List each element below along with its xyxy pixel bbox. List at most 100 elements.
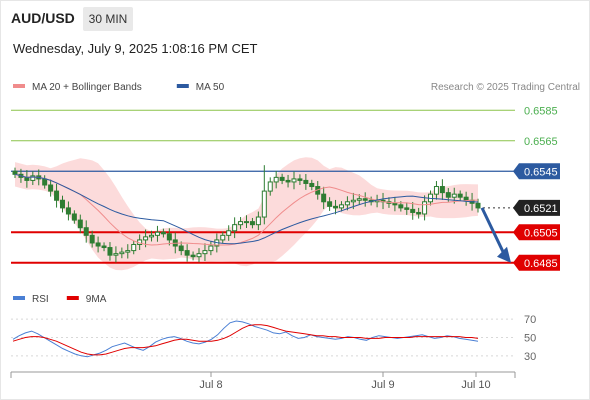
target-label-1: 0.6565 [524,136,558,148]
candle-body [410,208,416,213]
candle-body [154,231,160,236]
candle-body [226,230,232,236]
price-levels [11,109,515,264]
credit-text: Research © 2025 Trading Central [431,82,580,93]
time-axis: Jul 8 Jul 9 Jul 10 [10,371,516,391]
candle-body [101,245,107,249]
forecast-arrow-head [497,246,511,263]
candle-body [184,250,190,256]
candle-body [131,243,137,252]
support-label-5: 0.6485 [524,258,558,270]
support-tag-bg-4 [513,224,560,241]
candle-body [107,247,113,256]
candle-body [451,193,457,198]
candle-body [475,202,481,209]
last-price-label: 0.6521 [524,203,558,215]
price-legend: MA 20 + Bollinger Bands MA 50 Research © 2… [13,82,580,93]
candle-body [344,201,350,206]
candle-body [202,250,208,255]
rsi-tick-2: 30 [524,351,536,363]
forecast-arrow [480,207,511,263]
ma20-line [14,173,479,246]
price-tags: 0.6585 0.6565 0.6545 0.6521 0.6505 0.6485 [513,105,560,271]
candle-body [208,245,214,252]
pivot-tag-bg [513,163,560,180]
candle-body [255,216,261,226]
rsi-panel: RSI 9MA 70 50 30 [11,294,536,363]
candle-body [249,221,255,226]
candle-body [89,234,95,244]
rsi-legend-label-0: RSI [32,294,49,305]
candle-body [113,253,119,256]
moving-averages [14,173,479,246]
candle-body [232,224,238,232]
candle-body [333,205,339,209]
candle-body [457,193,463,198]
support-tag-bg-5 [513,254,560,271]
candle-body [267,181,273,192]
candle-body [350,199,356,203]
legend-label-1: MA 50 [196,82,225,93]
candle-body [30,175,36,181]
rsi-line [12,320,479,358]
candle-body [238,221,244,226]
legend-swatch-1 [176,84,189,88]
candle-body [463,196,469,201]
candle-body [422,201,428,215]
rsi-tick-1: 50 [524,333,536,345]
support-label-4: 0.6505 [524,227,558,239]
candle-body [149,234,155,238]
candle-body [119,251,125,255]
chart-datetime: Wednesday, July 9, 2025 1:08:16 PM CET [13,41,258,56]
candle-body [83,227,89,236]
candle-body [261,190,267,218]
candle-body [166,233,172,241]
candle-body [95,242,101,247]
candle-body [196,253,202,258]
candle-body [439,186,445,194]
candle-body [291,178,297,183]
candle-body [77,219,83,229]
target-label-0: 0.6585 [524,105,558,117]
candle-body [160,231,166,235]
candle-body [398,204,404,209]
candle-body [279,176,285,181]
candle-body [54,190,60,201]
candle-body [392,202,398,206]
rsi-tick-0: 70 [524,314,536,326]
candle-body [338,204,344,209]
candle-body [59,199,65,209]
candle-body [190,254,196,258]
candle-body [48,184,54,192]
candle-body [220,234,226,241]
legend-swatch-0 [13,84,25,88]
ma50-line [14,173,479,245]
candle-body [244,221,249,224]
candle-body [356,198,362,201]
candle-body [42,178,48,186]
candle-body [65,207,71,215]
candle-body [321,193,327,203]
time-axis-label-0: Jul 8 [199,379,222,391]
candle-body [303,179,309,184]
bollinger-bands [15,157,478,271]
time-axis-label-2: Jul 10 [461,379,490,391]
candle-body [309,182,315,188]
candle-body [71,213,77,221]
candle-body [12,170,18,175]
currency-pair-title: AUD/USD [11,10,75,26]
candle-body [404,207,410,210]
rsi-legend-swatch-1 [66,296,79,300]
candle-body [445,192,451,198]
candle-body [178,245,184,252]
legend-label-0: MA 20 + Bollinger Bands [32,82,142,93]
candle-body [297,178,303,181]
candle-body [362,198,368,201]
candle-body [433,186,439,195]
candle-body [125,250,131,253]
last-price-tag-bg [513,199,560,216]
candle-body [285,179,291,183]
forecast-arrow-shaft [480,207,506,255]
timeframe-badge[interactable]: 30 MIN [83,7,133,31]
